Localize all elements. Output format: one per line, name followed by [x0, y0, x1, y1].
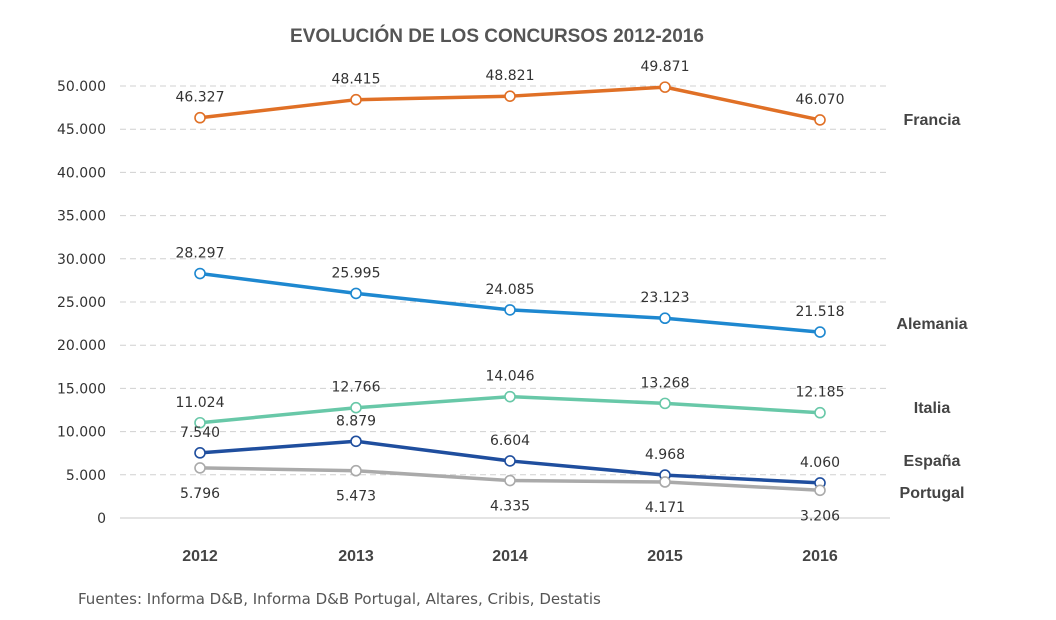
- data-label: 46.070: [796, 92, 845, 108]
- data-point: [504, 304, 516, 316]
- x-tick-label: 2014: [492, 548, 528, 565]
- y-tick-label: 0: [97, 511, 106, 527]
- data-point: [350, 464, 362, 477]
- series-group: 46.327 48.415 48.821 49.871 46.070 Francia 28.…: [176, 59, 968, 524]
- data-label: 5.796: [180, 486, 220, 502]
- data-label: 21.518: [796, 304, 845, 320]
- x-tick-label: 2015: [647, 548, 683, 565]
- data-point: [194, 447, 206, 459]
- data-label: 46.327: [176, 90, 225, 106]
- data-point: [350, 93, 362, 106]
- data-point: [350, 435, 362, 448]
- data-point: [814, 406, 826, 419]
- data-label: 7.540: [180, 425, 220, 441]
- series-portugal: 5.796 5.473 4.335 4.171 3.206 Portugal: [180, 462, 965, 524]
- data-point: [194, 416, 206, 429]
- data-label: 48.415: [332, 72, 381, 88]
- data-point: [504, 455, 516, 467]
- data-label: 8.879: [336, 413, 376, 429]
- data-point: [814, 326, 826, 338]
- data-point: [194, 267, 206, 280]
- data-label: 24.085: [486, 282, 535, 298]
- data-label: 4.968: [645, 447, 685, 463]
- data-label: 12.766: [332, 380, 381, 396]
- source-note: Fuentes: Informa D&B, Informa D&B Portug…: [78, 590, 601, 608]
- series-name-label: Portugal: [900, 485, 965, 502]
- line-chart: EVOLUCIÓN DE LOS CONCURSOS 2012-2016 0 5.…: [57, 25, 968, 565]
- y-tick-label: 20.000: [57, 338, 106, 354]
- series-alemania: 28.297 25.995 24.085 23.123 21.518 Alemania: [176, 246, 968, 338]
- series-francia: 46.327 48.415 48.821 49.871 46.070 Francia: [176, 59, 961, 129]
- data-label: 11.024: [176, 395, 225, 411]
- y-tick-label: 30.000: [57, 252, 106, 268]
- data-point: [659, 312, 671, 325]
- data-point: [504, 90, 516, 102]
- series-españa: 7.540 8.879 6.604 4.968 4.060 España: [180, 413, 961, 489]
- axes: 0 5.000 10.000 15.000 20.000 25.000 30.000 35.0…: [57, 79, 890, 565]
- series-name-label: Francia: [904, 112, 961, 129]
- data-label: 28.297: [176, 246, 225, 262]
- y-tick-label: 50.000: [57, 79, 106, 95]
- data-label: 12.185: [796, 385, 845, 401]
- y-tick-label: 10.000: [57, 425, 106, 441]
- data-label: 4.335: [490, 499, 530, 515]
- data-point: [659, 81, 671, 93]
- series-italia: 11.024 12.766 14.046 13.268 12.185 Italia: [176, 369, 951, 429]
- data-label: 5.473: [336, 489, 376, 505]
- data-point: [814, 114, 826, 126]
- data-label: 48.821: [486, 68, 535, 84]
- series-name-label: Alemania: [896, 316, 967, 333]
- data-point: [350, 401, 362, 414]
- data-label: 49.871: [641, 59, 690, 75]
- gridlines: [120, 85, 890, 476]
- data-label: 13.268: [641, 375, 690, 391]
- series-name-label: España: [904, 453, 961, 470]
- y-tick-label: 40.000: [57, 165, 106, 181]
- data-label: 14.046: [486, 369, 535, 385]
- y-tick-label: 35.000: [57, 209, 106, 225]
- y-tick-label: 5.000: [66, 468, 106, 484]
- data-label: 4.060: [800, 455, 840, 471]
- data-label: 25.995: [332, 265, 381, 281]
- data-label: 6.604: [490, 433, 530, 449]
- y-tick-label: 25.000: [57, 295, 106, 311]
- data-point: [504, 390, 516, 403]
- data-point: [194, 111, 206, 124]
- data-label: 3.206: [800, 508, 840, 524]
- y-tick-label: 45.000: [57, 122, 106, 138]
- data-point: [814, 484, 826, 497]
- data-point: [504, 474, 516, 487]
- series-name-label: Italia: [914, 400, 951, 417]
- x-tick-label: 2016: [802, 548, 838, 565]
- data-label: 23.123: [641, 290, 690, 306]
- x-tick-label: 2012: [182, 548, 218, 565]
- data-label: 4.171: [645, 500, 685, 516]
- data-point: [659, 476, 671, 488]
- data-point: [350, 287, 362, 300]
- y-tick-label: 15.000: [57, 381, 106, 397]
- chart-title: EVOLUCIÓN DE LOS CONCURSOS 2012-2016: [290, 25, 704, 47]
- data-point: [659, 397, 671, 410]
- x-tick-label: 2013: [338, 548, 374, 565]
- data-point: [194, 462, 206, 474]
